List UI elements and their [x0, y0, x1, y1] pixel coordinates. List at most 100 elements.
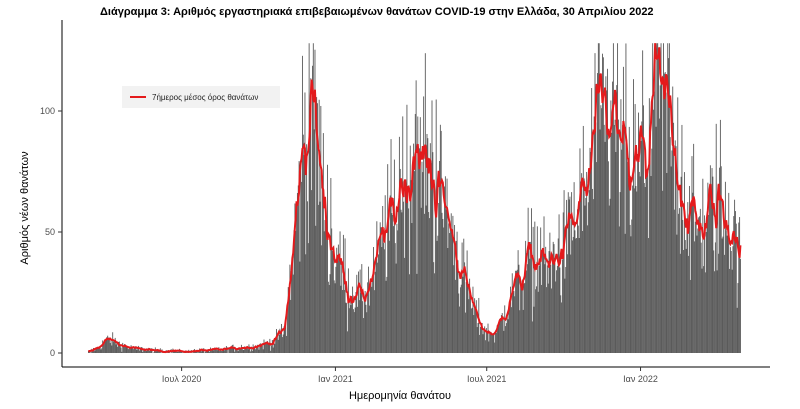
- bar: [259, 343, 261, 353]
- bar: [396, 223, 398, 353]
- bar: [275, 337, 277, 353]
- bar: [499, 319, 501, 353]
- bar: [514, 296, 516, 353]
- bar: [653, 91, 655, 353]
- bar: [617, 119, 619, 353]
- bar: [254, 348, 256, 353]
- bar: [327, 281, 329, 353]
- bar: [490, 332, 492, 353]
- bar: [334, 283, 336, 353]
- y-ticks: 0 50 100: [40, 106, 62, 358]
- bar: [119, 344, 121, 353]
- bar: [98, 347, 100, 353]
- bar: [383, 242, 384, 353]
- bar: [229, 347, 231, 353]
- bar: [456, 231, 458, 353]
- bar: [341, 260, 343, 353]
- bar: [644, 187, 646, 353]
- bar: [283, 326, 285, 353]
- bar: [706, 214, 708, 353]
- bar: [649, 141, 651, 353]
- bar: [398, 136, 400, 353]
- bar: [729, 268, 731, 353]
- bar: [467, 286, 469, 353]
- bar: [546, 265, 548, 353]
- bar: [385, 280, 387, 353]
- bar: [317, 204, 319, 353]
- bar: [242, 349, 244, 353]
- bar: [541, 249, 543, 353]
- y-tick-label: 50: [45, 227, 55, 237]
- bar: [424, 213, 425, 353]
- bar: [709, 191, 710, 353]
- bar: [471, 307, 473, 353]
- bar: [464, 262, 466, 353]
- bar: [407, 194, 409, 353]
- bar: [424, 53, 426, 353]
- bar: [604, 141, 606, 353]
- bar: [463, 238, 465, 353]
- bar: [536, 226, 538, 353]
- bar: [113, 341, 114, 353]
- bar: [444, 186, 445, 353]
- bar: [300, 160, 302, 353]
- bar: [513, 291, 515, 353]
- bar: [476, 327, 478, 353]
- bar: [691, 156, 693, 353]
- bar: [614, 119, 616, 354]
- bar: [314, 49, 316, 353]
- bar: [389, 195, 391, 353]
- bar: [721, 238, 723, 353]
- bar: [419, 148, 420, 353]
- bar: [95, 347, 97, 353]
- bar: [548, 251, 550, 353]
- bar: [130, 345, 132, 353]
- bar: [408, 274, 410, 353]
- bar: [526, 270, 527, 353]
- bar: [587, 225, 588, 353]
- bar: [129, 348, 131, 353]
- bar: [619, 192, 621, 353]
- bar: [295, 230, 297, 353]
- bar: [724, 254, 726, 353]
- bar: [555, 281, 557, 353]
- bar: [632, 185, 634, 353]
- bar: [215, 348, 216, 353]
- bar: [485, 340, 486, 353]
- bar: [594, 53, 596, 353]
- bar: [501, 313, 503, 353]
- bar: [102, 340, 104, 353]
- bar: [411, 223, 413, 353]
- bar: [551, 256, 553, 353]
- bar: [474, 298, 476, 353]
- bar: [445, 209, 447, 353]
- bar: [621, 149, 623, 353]
- bar: [296, 192, 298, 353]
- bar: [241, 348, 243, 353]
- bar: [469, 278, 471, 353]
- bar: [658, 48, 659, 354]
- bar: [372, 278, 374, 353]
- bar: [595, 122, 597, 353]
- bar: [633, 79, 634, 354]
- bar: [122, 342, 124, 353]
- bar: [571, 240, 573, 353]
- bar: [517, 250, 519, 353]
- bar: [284, 327, 286, 353]
- bar: [136, 350, 138, 353]
- bar: [337, 244, 339, 353]
- bar: [688, 255, 690, 353]
- bar: [89, 352, 91, 353]
- bar: [286, 308, 288, 353]
- bar: [437, 235, 439, 353]
- bar: [120, 347, 122, 353]
- bar: [209, 351, 211, 353]
- bar: [301, 181, 303, 353]
- bar: [339, 231, 341, 353]
- bar: [486, 332, 488, 353]
- bar: [673, 122, 675, 354]
- bar: [451, 234, 453, 353]
- bar: [343, 289, 345, 353]
- bar: [403, 201, 405, 353]
